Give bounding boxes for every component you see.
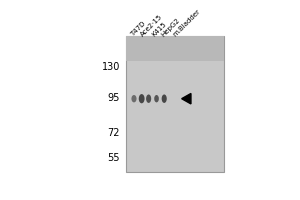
Text: 95: 95 — [108, 93, 120, 103]
Ellipse shape — [139, 94, 145, 103]
Polygon shape — [182, 93, 191, 104]
Ellipse shape — [146, 94, 151, 103]
Bar — [126, 36, 224, 61]
Text: K415: K415 — [151, 21, 167, 38]
Ellipse shape — [154, 95, 159, 102]
Text: Ace2·15: Ace2·15 — [139, 14, 163, 38]
Ellipse shape — [162, 94, 167, 103]
Text: HepG2: HepG2 — [160, 17, 181, 38]
Text: 130: 130 — [102, 62, 120, 72]
Text: 72: 72 — [107, 128, 120, 138]
Text: m.Bladder: m.Bladder — [172, 8, 201, 38]
Bar — [126, 36, 224, 172]
Text: 55: 55 — [107, 153, 120, 163]
Text: T47D: T47D — [130, 21, 147, 38]
Ellipse shape — [131, 95, 136, 102]
